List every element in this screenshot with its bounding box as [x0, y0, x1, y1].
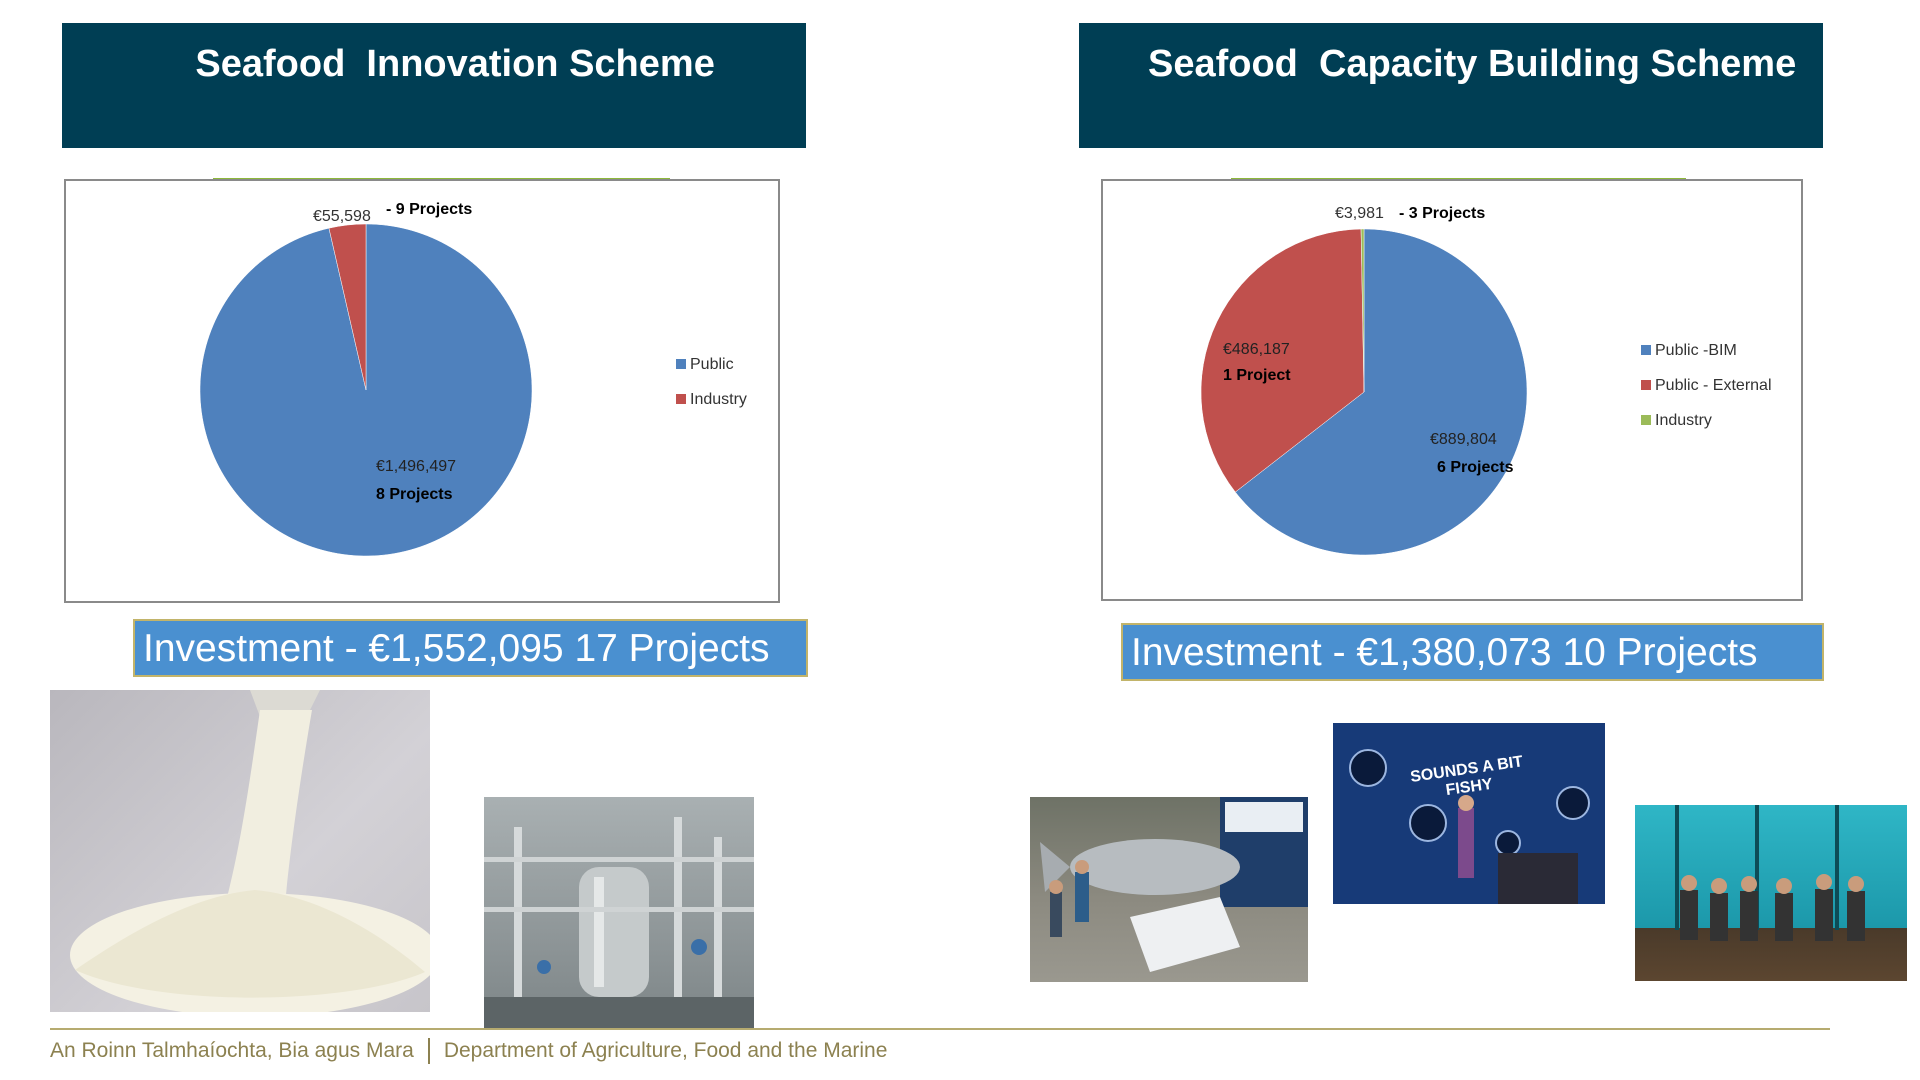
data-label-projects: - 3 Projects: [1399, 205, 1485, 222]
capacity-building-title-wrap: Seafood Capacity Building Scheme: [1106, 0, 1797, 180]
title-underline: [1230, 177, 1687, 180]
innovation-scheme-title: Seafood Innovation Scheme: [195, 42, 715, 85]
milk-powder-photo: [50, 690, 430, 1012]
legend-swatch: [676, 359, 686, 369]
data-label-projects: 6 Projects: [1437, 459, 1514, 476]
pie-slice-industry: [1360, 228, 1365, 393]
innovation-pie-svg: €1,496,497 8 Projects Public €55,598 - 9 Pro…: [199, 201, 747, 557]
data-label-projects: 1 Project: [1223, 367, 1291, 384]
legend-label: Industry: [1655, 412, 1712, 429]
capacity-pie-svg: €889,804 6 Projects Public -BIM €486,187 1 P…: [1200, 205, 1772, 556]
pie-slice-industry: [328, 223, 367, 391]
data-label-amount: €55,598: [313, 208, 371, 225]
innovation-investment-banner: Investment - €1,552,095 17 Projects: [133, 619, 808, 677]
exhibit-wall-icon: [1333, 723, 1605, 904]
footer-separator: [427, 1038, 430, 1064]
innovation-pie-chart: €1,496,497 8 Projects Public €55,598 - 9 Pro…: [64, 179, 780, 603]
fish-sculpture-exhibit-photo: [1030, 797, 1308, 982]
legend-label: Public: [690, 356, 734, 373]
pie-slice-public-bim: [1234, 228, 1528, 556]
footer: An Roinn Talmhaíochta, Bia agus Mara Dep…: [50, 1038, 887, 1064]
capacity-building-banner: Seafood Capacity Building Scheme: [1079, 23, 1823, 180]
legend-label: Public -BIM: [1655, 342, 1737, 359]
innovation-scheme-title-wrap: Seafood Innovation Scheme: [153, 0, 715, 180]
data-label-amount: €3,981: [1335, 205, 1384, 222]
data-label-projects: 8 Projects: [376, 486, 453, 503]
footer-english-name: Department of Agriculture, Food and the …: [443, 1039, 888, 1062]
pie-slice-public-external: [1200, 228, 1365, 493]
capacity-building-title: Seafood Capacity Building Scheme: [1147, 42, 1797, 85]
capacity-pie-chart: €889,804 6 Projects Public -BIM €486,187 1 P…: [1101, 179, 1803, 601]
legend-swatch: [1641, 415, 1651, 425]
legend-swatch: [1641, 345, 1651, 355]
fish-sculpture-icon: [1040, 797, 1308, 972]
legend-label: Industry: [690, 391, 747, 408]
aquarium-group-photo: [1635, 805, 1907, 981]
legend-label: Public - External: [1655, 377, 1772, 394]
data-label-amount: €486,187: [1223, 341, 1290, 358]
processing-plant-icon: [484, 817, 754, 1028]
data-label-amount: €1,496,497: [376, 458, 456, 475]
legend-swatch: [676, 394, 686, 404]
footer-rule: [50, 1028, 1830, 1030]
capacity-investment-banner: Investment - €1,380,073 10 Projects: [1121, 623, 1824, 681]
footer-irish-name: An Roinn Talmhaíochta, Bia agus Mara: [50, 1039, 414, 1062]
data-label-amount: €889,804: [1430, 431, 1497, 448]
aquarium-group-icon: [1675, 805, 1865, 941]
innovation-scheme-banner: Seafood Innovation Scheme: [62, 23, 806, 180]
processing-plant-photo: [484, 797, 754, 1028]
sounds-a-bit-fishy-exhibit-photo: SOUNDS A BIT FISHY: [1333, 723, 1605, 904]
title-underline: [213, 177, 670, 180]
data-label-projects: - 9 Projects: [386, 201, 472, 218]
milk-powder-icon: [70, 690, 430, 1012]
legend-swatch: [1641, 380, 1651, 390]
